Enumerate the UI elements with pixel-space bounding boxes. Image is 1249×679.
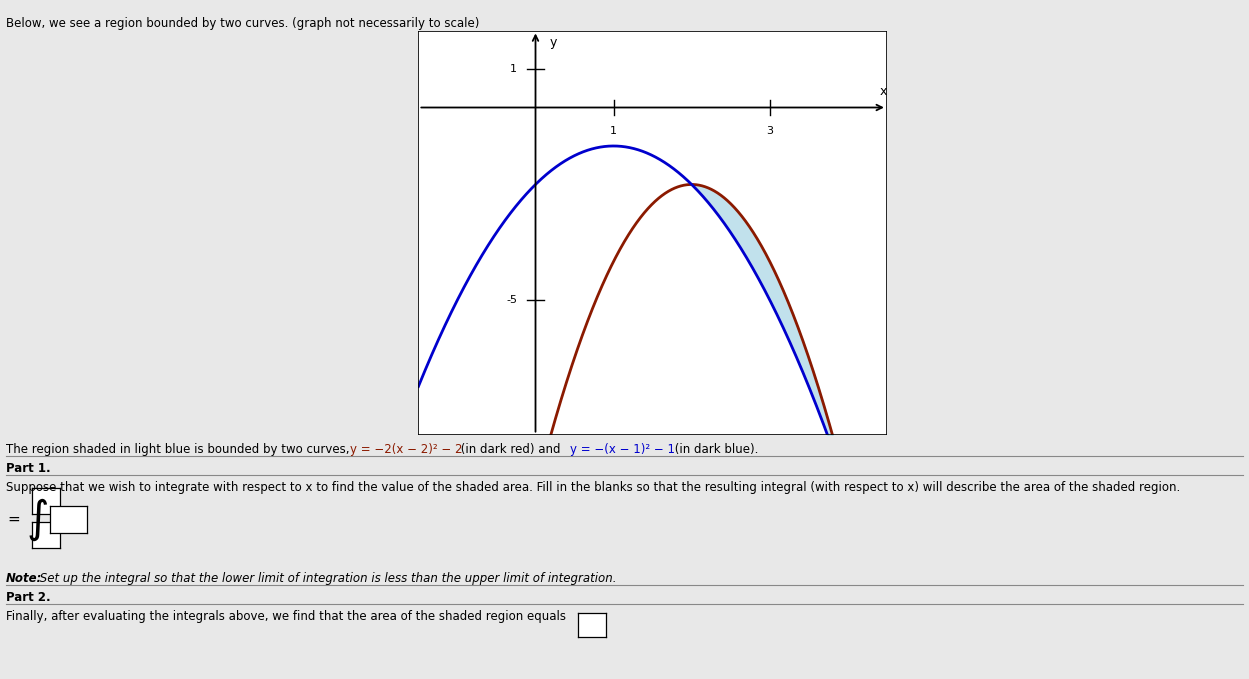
Text: Note:: Note: (6, 572, 42, 585)
Text: Suppose that we wish to integrate with respect to x to find the value of the sha: Suppose that we wish to integrate with r… (6, 481, 1180, 494)
Text: Below, we see a region bounded by two curves. (graph not necessarily to scale): Below, we see a region bounded by two cu… (6, 17, 480, 30)
Text: -5: -5 (506, 295, 517, 305)
Text: The region shaded in light blue is bounded by two curves,: The region shaded in light blue is bound… (6, 443, 353, 456)
Text: y = −(x − 1)² − 1: y = −(x − 1)² − 1 (570, 443, 674, 456)
Text: 1: 1 (510, 64, 517, 74)
Text: =: = (7, 512, 20, 527)
Text: Finally, after evaluating the integrals above, we find that the area of the shad: Finally, after evaluating the integrals … (6, 610, 573, 623)
Text: (in dark red) and: (in dark red) and (457, 443, 565, 456)
Text: Set up the integral so that the lower limit of integration is less than the uppe: Set up the integral so that the lower li… (36, 572, 617, 585)
Text: 3: 3 (766, 126, 773, 136)
Text: y: y (550, 37, 557, 50)
Text: x: x (879, 85, 887, 98)
Text: 1: 1 (610, 126, 617, 136)
Text: y = −2(x − 2)² − 2: y = −2(x − 2)² − 2 (350, 443, 463, 456)
Text: Part 2.: Part 2. (6, 591, 51, 604)
Text: (in dark blue).: (in dark blue). (671, 443, 758, 456)
Text: Part 1.: Part 1. (6, 462, 51, 475)
Text: $\int$: $\int$ (26, 496, 49, 543)
Bar (418, 31, 887, 435)
